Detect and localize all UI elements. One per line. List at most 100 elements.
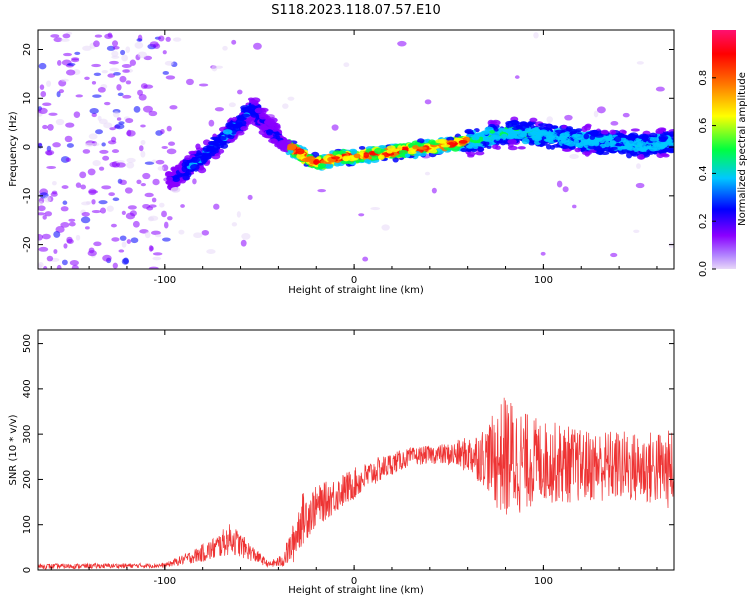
heatmap-cell: [640, 145, 647, 152]
heatmap-cell: [120, 49, 126, 56]
snr-x-axis-label: Height of straight line (km): [288, 585, 424, 596]
heatmap-cell: [68, 221, 76, 227]
heatmap-cell: [556, 180, 563, 188]
heatmap-cell: [362, 256, 369, 262]
heatmap-cell: [152, 252, 163, 256]
heatmap-cell: [231, 39, 237, 45]
heatmap-cell: [465, 133, 475, 138]
colorbar-tick-label: 0.2: [698, 213, 709, 229]
heatmap-cell: [129, 59, 137, 66]
heatmap-cell: [62, 33, 71, 39]
heatmap-cell: [637, 135, 644, 140]
heatmap-cell: [65, 122, 75, 128]
heatmap-cell: [75, 182, 82, 188]
heatmap-cell: [112, 111, 120, 118]
y-tick-label: 300: [22, 425, 33, 444]
heatmap-cell: [79, 171, 87, 179]
heatmap-cell: [573, 139, 580, 145]
heatmap-cell: [213, 203, 220, 210]
heatmap-cell: [91, 63, 101, 68]
colorbar-label: Normalized spectral amplitude: [737, 72, 748, 226]
heatmap-cell: [109, 127, 116, 131]
heatmap-cell: [166, 125, 172, 132]
heatmap-cell: [44, 196, 52, 203]
heatmap-cell: [126, 157, 136, 163]
heatmap-cell: [431, 187, 437, 194]
heatmap-cell: [75, 234, 81, 241]
heatmap-y-axis-label: Frequency (Hz): [8, 111, 19, 187]
heatmap-cell: [155, 234, 162, 238]
heatmap-cell: [152, 256, 162, 261]
heatmap-cell: [206, 249, 216, 254]
heatmap-cell: [138, 94, 147, 101]
heatmap-cell: [240, 126, 249, 131]
heatmap-cell: [201, 229, 210, 236]
heatmap-cell: [52, 142, 61, 148]
heatmap-cell: [161, 210, 167, 218]
heatmap-cell: [600, 151, 610, 156]
y-tick-label: 10: [22, 92, 33, 105]
heatmap-cell: [569, 153, 579, 160]
heatmap-cell: [58, 89, 65, 94]
heatmap-cell: [209, 150, 217, 155]
heatmap-cell: [97, 87, 106, 93]
heatmap-cell: [172, 37, 182, 42]
heatmap-cell: [63, 52, 72, 57]
heatmap-cell: [60, 206, 69, 212]
heatmap-cell: [440, 144, 451, 148]
heatmap-cell: [401, 146, 409, 151]
heatmap-cell: [489, 120, 498, 125]
y-tick-label: 400: [22, 379, 33, 398]
heatmap-cell: [155, 159, 165, 165]
heatmap-cell: [38, 261, 44, 268]
heatmap-cell: [630, 128, 640, 132]
heatmap-cell: [214, 107, 224, 112]
heatmap-cell: [438, 138, 447, 144]
heatmap-cell: [151, 159, 157, 163]
heatmap-cell: [572, 204, 577, 209]
heatmap-cell: [353, 153, 361, 159]
heatmap-cell: [144, 161, 155, 165]
heatmap-cell: [111, 50, 119, 57]
heatmap-cell: [424, 171, 430, 176]
heatmap-cell: [655, 86, 665, 92]
heatmap-cell: [538, 123, 548, 127]
heatmap-cell: [91, 209, 101, 214]
heatmap-cell: [82, 45, 92, 51]
heatmap-cell: [164, 60, 174, 66]
heatmap-cell: [74, 51, 81, 55]
heatmap-cell: [233, 123, 242, 128]
heatmap-cell: [577, 144, 584, 149]
heatmap-cell: [417, 138, 425, 144]
heatmap-cell: [566, 142, 576, 147]
heatmap-cell: [121, 241, 127, 248]
heatmap-cell: [112, 262, 118, 269]
heatmap-cell: [621, 130, 627, 134]
heatmap-cell: [99, 149, 109, 154]
heatmap-cell: [287, 143, 297, 150]
heatmap-cell: [53, 37, 63, 43]
y-tick-label: 500: [22, 334, 33, 353]
heatmap-cell: [617, 146, 623, 151]
heatmap-cell: [118, 249, 125, 253]
heatmap-cell: [98, 166, 105, 171]
heatmap-cell: [633, 229, 640, 234]
heatmap-cell: [523, 122, 531, 128]
heatmap-cell: [211, 65, 218, 72]
heatmap-cell: [555, 136, 565, 141]
heatmap-cell: [428, 139, 436, 145]
heatmap-cell: [475, 151, 485, 156]
heatmap-cell: [53, 249, 58, 254]
heatmap-cell: [228, 102, 236, 108]
heatmap-cell: [64, 135, 73, 143]
heatmap-cell: [150, 230, 161, 236]
heatmap-cell: [47, 124, 54, 131]
heatmap-cell: [636, 141, 647, 146]
heatmap-cell: [140, 124, 146, 128]
heatmap-cell: [668, 131, 674, 137]
heatmap-cell: [158, 35, 165, 42]
heatmap-cell: [610, 121, 619, 126]
heatmap-cell: [132, 220, 140, 228]
